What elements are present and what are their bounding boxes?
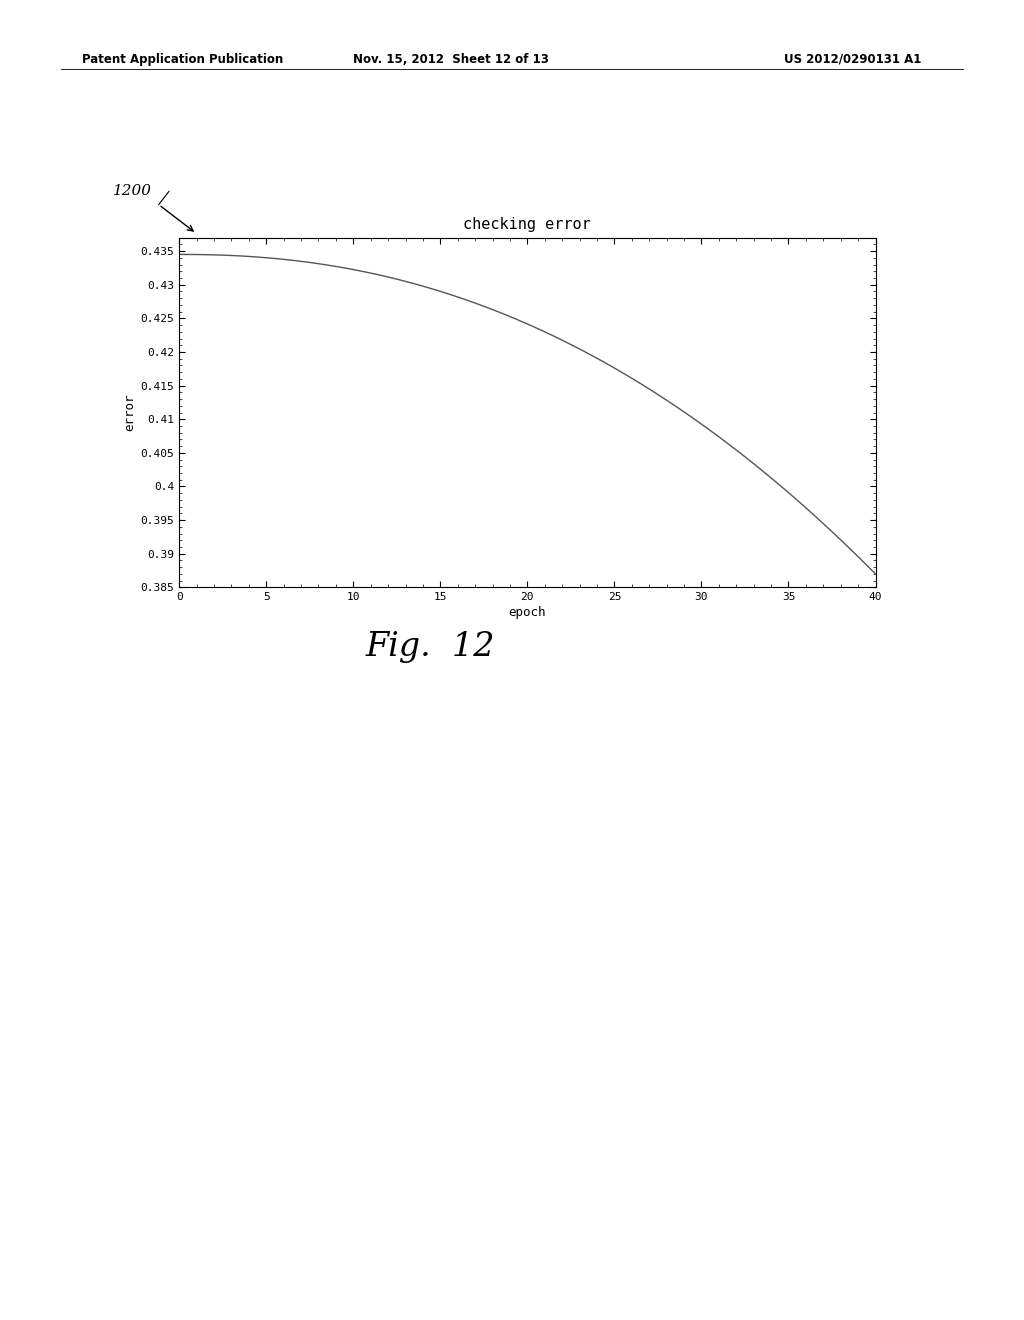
Title: checking error: checking error	[464, 218, 591, 232]
Text: 1200: 1200	[113, 185, 152, 198]
Y-axis label: error: error	[124, 393, 136, 432]
Text: Patent Application Publication: Patent Application Publication	[82, 53, 284, 66]
X-axis label: epoch: epoch	[509, 606, 546, 619]
Text: Fig.  12: Fig. 12	[366, 631, 495, 663]
Text: Nov. 15, 2012  Sheet 12 of 13: Nov. 15, 2012 Sheet 12 of 13	[352, 53, 549, 66]
Text: US 2012/0290131 A1: US 2012/0290131 A1	[784, 53, 922, 66]
